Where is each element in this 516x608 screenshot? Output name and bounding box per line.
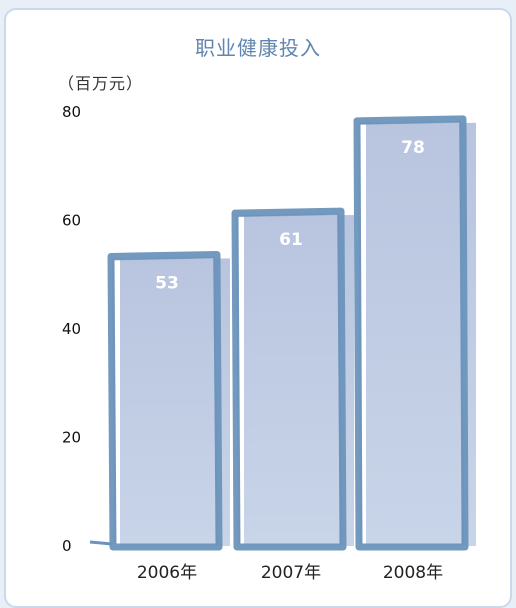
y-axis-ticks: 0 20 40 60 80 — [62, 103, 81, 555]
bar — [366, 122, 476, 546]
bars: 53 61 78 — [89, 115, 476, 551]
y-tick-label: 80 — [62, 103, 81, 121]
y-tick-label: 0 — [62, 537, 72, 555]
y-tick-label: 20 — [62, 429, 81, 447]
y-tick-label: 40 — [62, 320, 81, 338]
data-label: 78 — [401, 138, 425, 158]
bar-outline-stroke — [111, 256, 218, 546]
x-tick-label: 2007年 — [261, 563, 321, 583]
x-tick-label: 2006年 — [137, 563, 197, 583]
y-axis-unit-label: （百万元） — [58, 74, 144, 93]
data-label: 53 — [155, 273, 179, 293]
chart-title: 职业健康投入 — [195, 36, 321, 60]
bar-outline-stroke — [235, 213, 342, 546]
bar-outline — [231, 207, 347, 551]
data-label: 61 — [279, 230, 303, 250]
x-tick-label: 2008年 — [383, 563, 443, 583]
bar — [244, 215, 354, 546]
y-tick-label: 60 — [62, 212, 81, 230]
bar-outline — [353, 115, 469, 551]
bar-outline — [107, 250, 223, 551]
x-axis-ticks: 2006年 2007年 2008年 — [137, 563, 443, 583]
baseline-stroke — [89, 540, 113, 546]
bar-outline-stroke — [357, 120, 464, 546]
bar — [120, 258, 230, 546]
